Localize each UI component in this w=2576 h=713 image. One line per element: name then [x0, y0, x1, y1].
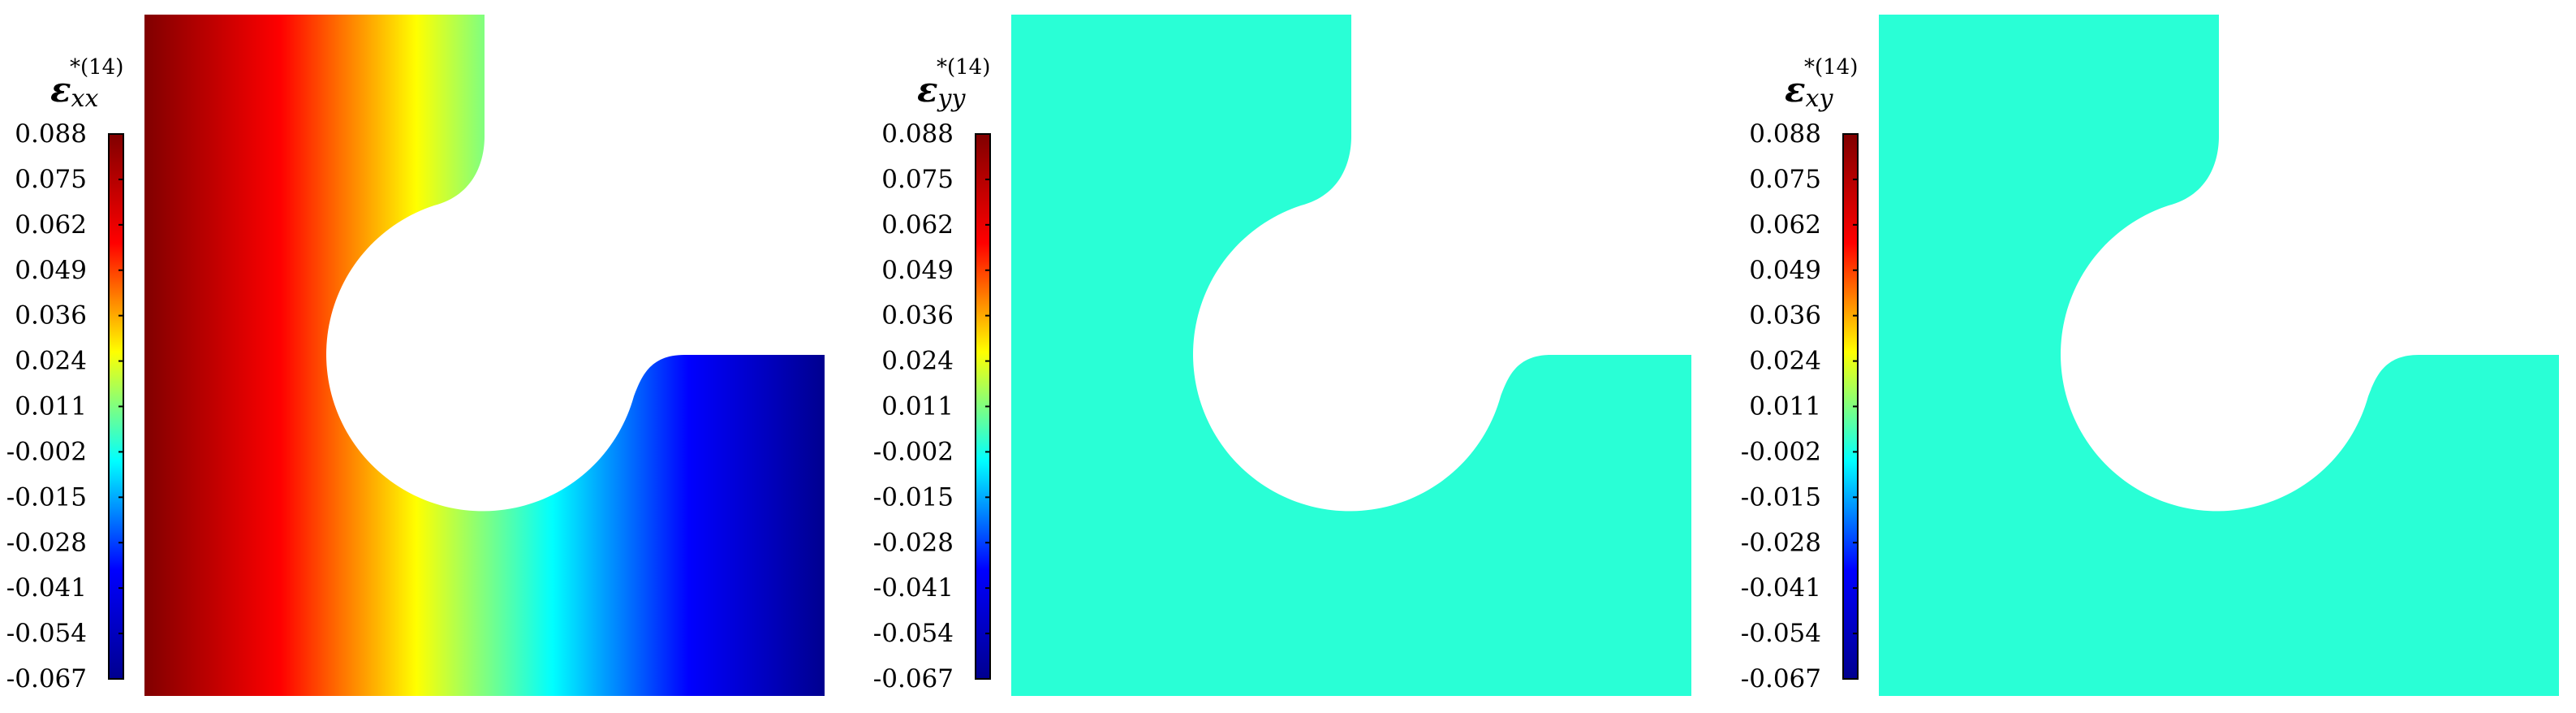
colorbar-tick-label: 0.036 — [881, 301, 954, 331]
colorbar-tick-label: -0.067 — [1741, 664, 1821, 694]
colorbar-tick-label: -0.015 — [6, 482, 87, 512]
colorbar-tick-label: -0.041 — [873, 573, 954, 603]
colorbar-tick-label: 0.049 — [881, 256, 954, 285]
colorbar-tick-label: -0.015 — [873, 482, 954, 512]
colorbar-tick-label: -0.067 — [873, 664, 954, 694]
colorbar-tick-label: 0.075 — [881, 165, 954, 194]
colorbar-tick-label: 0.036 — [15, 301, 87, 331]
field-domain-1 — [144, 15, 825, 696]
colorbar-tick-label: 0.088 — [1749, 119, 1821, 149]
colorbar-tick-label: 0.036 — [1749, 301, 1821, 331]
colorbar-tick-label: -0.054 — [873, 619, 954, 648]
colorbar-tick-label: -0.054 — [1741, 619, 1821, 648]
colorbar-tick-label: 0.088 — [881, 119, 954, 149]
colorbar-tick-label: 0.088 — [15, 119, 87, 149]
colorbar-tick-label: -0.002 — [873, 437, 954, 466]
colorbar-tick-label: -0.028 — [1741, 528, 1821, 557]
colorbar-tick-label: 0.075 — [15, 165, 87, 194]
colorbar-tick-label: -0.067 — [6, 664, 87, 694]
colorbar-tick-label: -0.041 — [6, 573, 87, 603]
colorbar-tick-label: -0.002 — [6, 437, 87, 466]
colorbar-tick-label: -0.015 — [1741, 482, 1821, 512]
colorbar-tick-label: 0.011 — [881, 392, 954, 421]
colorbar-tick-label: 0.062 — [1749, 210, 1821, 240]
colorbar-tick-label: 0.062 — [15, 210, 87, 240]
panel-1: 0.088 0.075 0.062 0.049 0.036 0.024 0.011 -0.00… — [6, 15, 825, 696]
colorbar-tick-label: -0.028 — [6, 528, 87, 557]
colorbar-tick-label: 0.049 — [15, 256, 87, 285]
panel-3: 0.088 0.075 0.062 0.049 0.036 0.024 0.011 -0.00… — [1741, 15, 2559, 696]
colorbar-tick-label: 0.024 — [881, 347, 954, 376]
colorbar-tick-label: 0.062 — [881, 210, 954, 240]
colorbar-title: εxx*(14) — [50, 55, 123, 113]
colorbar-title: εxy*(14) — [1785, 55, 1858, 113]
field-domain-3 — [1879, 15, 2559, 696]
colorbar-tick-label: -0.002 — [1741, 437, 1821, 466]
colorbar-tick-label: -0.054 — [6, 619, 87, 648]
colorbar-tick-label: -0.028 — [873, 528, 954, 557]
colorbar-title: εyy*(14) — [917, 55, 990, 113]
panel-2: 0.088 0.075 0.062 0.049 0.036 0.024 0.011 -0.00… — [873, 15, 1691, 696]
colorbar-tick-label: 0.024 — [15, 347, 87, 376]
colorbar-tick-label: 0.049 — [1749, 256, 1821, 285]
colorbar-tick-label: 0.011 — [1749, 392, 1821, 421]
colorbar-tick-label: 0.011 — [15, 392, 87, 421]
colorbar-tick-label: 0.075 — [1749, 165, 1821, 194]
colorbar-tick-label: 0.024 — [1749, 347, 1821, 376]
colorbar-tick-label: -0.041 — [1741, 573, 1821, 603]
field-domain-2 — [1011, 15, 1691, 696]
